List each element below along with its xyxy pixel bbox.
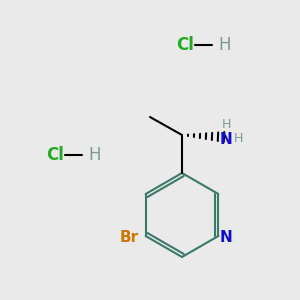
Text: H: H [233,133,243,146]
Text: Br: Br [120,230,139,245]
Text: Cl: Cl [46,146,64,164]
Text: H: H [221,118,231,131]
Text: Cl: Cl [176,36,194,54]
Text: H: H [89,146,101,164]
Text: N: N [220,230,233,245]
Text: N: N [220,131,232,146]
Text: H: H [219,36,231,54]
